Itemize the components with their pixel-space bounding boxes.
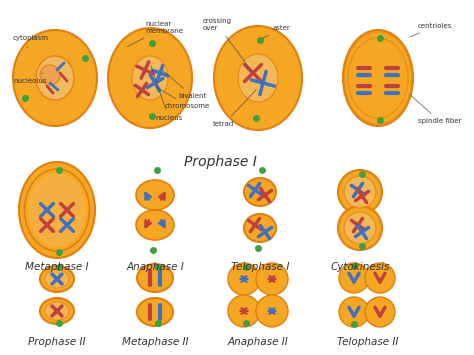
Circle shape xyxy=(228,263,260,295)
Ellipse shape xyxy=(45,270,69,288)
Text: nucleolus: nucleolus xyxy=(13,73,46,84)
Text: nuclear
membrane: nuclear membrane xyxy=(128,21,183,47)
Text: bivalent: bivalent xyxy=(162,70,206,99)
Ellipse shape xyxy=(137,298,173,326)
Ellipse shape xyxy=(108,28,192,128)
Text: nucleus: nucleus xyxy=(151,66,182,121)
Text: Anaphase I: Anaphase I xyxy=(126,262,184,272)
Ellipse shape xyxy=(348,38,408,118)
Text: Prophase I: Prophase I xyxy=(183,155,256,169)
Circle shape xyxy=(256,295,288,327)
Ellipse shape xyxy=(40,298,74,324)
Circle shape xyxy=(339,297,369,327)
Ellipse shape xyxy=(28,173,86,247)
Ellipse shape xyxy=(136,210,174,240)
Circle shape xyxy=(40,65,60,85)
Circle shape xyxy=(365,263,395,293)
Ellipse shape xyxy=(343,30,413,126)
Circle shape xyxy=(338,206,382,250)
Circle shape xyxy=(339,263,369,293)
Circle shape xyxy=(256,263,288,295)
Text: chromosome: chromosome xyxy=(157,87,210,109)
Ellipse shape xyxy=(137,264,173,292)
Text: cytoplasm: cytoplasm xyxy=(13,35,49,48)
Text: tetrad: tetrad xyxy=(213,90,256,127)
Text: Prophase II: Prophase II xyxy=(28,337,86,347)
Text: Telophase I: Telophase I xyxy=(231,262,289,272)
Ellipse shape xyxy=(132,56,168,100)
Ellipse shape xyxy=(19,162,95,258)
Text: crossing
over: crossing over xyxy=(203,18,251,71)
Ellipse shape xyxy=(45,302,69,320)
Ellipse shape xyxy=(244,214,276,242)
Ellipse shape xyxy=(214,26,302,130)
Circle shape xyxy=(344,212,376,244)
Ellipse shape xyxy=(13,30,97,126)
Circle shape xyxy=(344,176,376,208)
Circle shape xyxy=(228,295,260,327)
Text: Telophase II: Telophase II xyxy=(337,337,399,347)
Text: aster: aster xyxy=(263,25,291,39)
Text: Cytokinesis: Cytokinesis xyxy=(330,262,390,272)
Ellipse shape xyxy=(136,180,174,210)
Circle shape xyxy=(365,297,395,327)
Text: Anaphase II: Anaphase II xyxy=(228,337,288,347)
Text: Metaphase II: Metaphase II xyxy=(122,337,188,347)
Ellipse shape xyxy=(238,54,278,102)
Text: spindle fiber: spindle fiber xyxy=(410,95,461,124)
Ellipse shape xyxy=(25,169,90,251)
Text: centrioles: centrioles xyxy=(410,23,452,37)
Ellipse shape xyxy=(36,56,74,100)
Ellipse shape xyxy=(40,266,74,292)
Ellipse shape xyxy=(244,178,276,206)
Text: Metaphase I: Metaphase I xyxy=(25,262,89,272)
Circle shape xyxy=(338,170,382,214)
